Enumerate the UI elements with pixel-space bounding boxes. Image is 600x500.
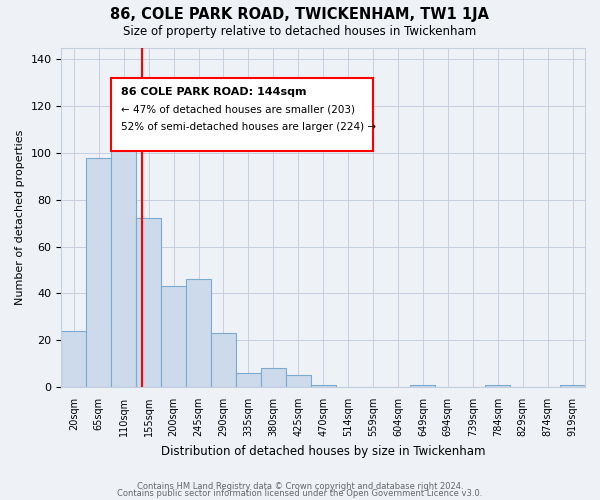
X-axis label: Distribution of detached houses by size in Twickenham: Distribution of detached houses by size … [161, 444, 485, 458]
Text: Size of property relative to detached houses in Twickenham: Size of property relative to detached ho… [124, 25, 476, 38]
Y-axis label: Number of detached properties: Number of detached properties [15, 130, 25, 305]
Bar [186, 280, 211, 387]
Text: Contains public sector information licensed under the Open Government Licence v3: Contains public sector information licen… [118, 490, 482, 498]
Text: 52% of semi-detached houses are larger (224) →: 52% of semi-detached houses are larger (… [121, 122, 376, 132]
Bar [261, 368, 286, 387]
Text: Contains HM Land Registry data © Crown copyright and database right 2024.: Contains HM Land Registry data © Crown c… [137, 482, 463, 491]
Bar [410, 384, 436, 387]
Bar [286, 376, 311, 387]
Text: 86 COLE PARK ROAD: 144sqm: 86 COLE PARK ROAD: 144sqm [121, 86, 306, 97]
Bar [311, 384, 335, 387]
Bar [236, 373, 261, 387]
Text: 86, COLE PARK ROAD, TWICKENHAM, TW1 1JA: 86, COLE PARK ROAD, TWICKENHAM, TW1 1JA [110, 8, 490, 22]
Bar [560, 384, 585, 387]
Bar [211, 333, 236, 387]
Bar [485, 384, 510, 387]
Bar [111, 136, 136, 387]
Bar [136, 218, 161, 387]
FancyBboxPatch shape [111, 78, 373, 151]
Bar [86, 158, 111, 387]
Bar [161, 286, 186, 387]
Bar [61, 331, 86, 387]
Text: ← 47% of detached houses are smaller (203): ← 47% of detached houses are smaller (20… [121, 104, 355, 115]
